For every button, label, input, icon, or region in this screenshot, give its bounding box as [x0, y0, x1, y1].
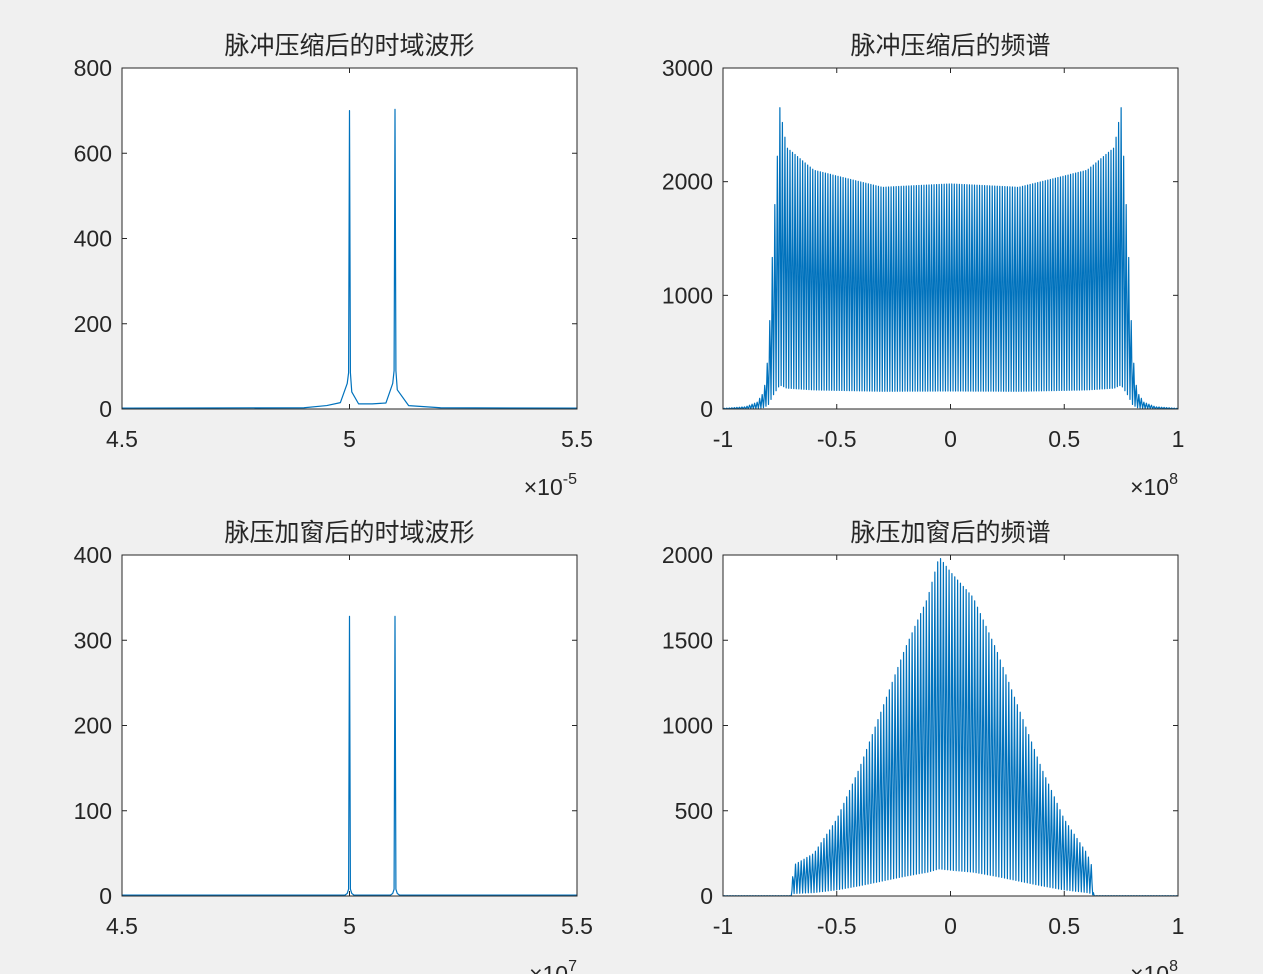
x-exponent-label: ×107: [529, 958, 577, 974]
y-tick-label: 200: [74, 713, 112, 739]
x-tick-label: -1: [713, 913, 733, 939]
x-tick-label: 4.5: [106, 426, 138, 452]
x-tick-label: 4.5: [106, 913, 138, 939]
x-tick-label: -1: [713, 426, 733, 452]
y-tick-label: 1000: [662, 282, 713, 308]
chart-title: 脉压加窗后的频谱: [850, 518, 1050, 547]
x-exponent-label: ×10-5: [524, 471, 577, 500]
y-tick-label: 2000: [662, 169, 713, 195]
x-tick-label: -0.5: [817, 426, 857, 452]
chart-title: 脉冲压缩后的频谱: [850, 31, 1050, 60]
x-tick-label: 5: [343, 913, 356, 939]
y-tick-label: 100: [74, 798, 112, 824]
chart-panel-bl: 4.5 5 5.5 0 100 200 300 400 脉压加窗后的时域波形 ×107: [74, 518, 593, 974]
x-tick-label: 0.5: [1048, 426, 1080, 452]
y-tick-label: 0: [700, 396, 713, 422]
y-tick-label: 400: [74, 226, 112, 252]
y-tick-label: 800: [74, 55, 112, 81]
x-exponent-value: -5: [563, 471, 577, 488]
x-tick-label: 5.5: [561, 913, 593, 939]
x-exponent-value: 7: [568, 958, 577, 974]
y-tick-label: 1500: [662, 627, 713, 653]
y-tick-label: 1000: [662, 713, 713, 739]
data-series-line: [121, 108, 578, 409]
y-tick-label: 3000: [662, 55, 713, 81]
data-series-line: [722, 107, 1179, 410]
data-series-line: [122, 615, 577, 896]
x-tick-label: 1: [1172, 426, 1185, 452]
x-exponent-value: 8: [1169, 958, 1178, 974]
chart-title: 脉冲压缩后的时域波形: [224, 31, 474, 60]
y-tick-label: 200: [74, 311, 112, 337]
x-tick-label: -0.5: [817, 913, 857, 939]
x-tick-label: 5: [343, 426, 356, 452]
x-exponent-value: 8: [1169, 471, 1178, 488]
x-tick-label: 0.5: [1048, 913, 1080, 939]
y-tick-label: 300: [74, 627, 112, 653]
y-tick-label: 0: [99, 883, 112, 909]
x-exponent-label: ×108: [1130, 958, 1178, 974]
x-exponent-label: ×108: [1130, 471, 1178, 500]
x-tick-label: 1: [1172, 913, 1185, 939]
y-tick-label: 400: [74, 542, 112, 568]
y-tick-label: 2000: [662, 542, 713, 568]
y-tick-label: 0: [700, 883, 713, 909]
x-tick-label: 0: [944, 913, 957, 939]
y-tick-label: 600: [74, 140, 112, 166]
y-tick-label: 500: [675, 798, 713, 824]
x-tick-label: 5.5: [561, 426, 593, 452]
chart-panel-tl: 4.5 5 5.5 0 200 400 600 800 脉冲压缩后的时域波形 ×10-5: [74, 31, 593, 500]
chart-title: 脉压加窗后的时域波形: [224, 518, 474, 547]
y-tick-label: 0: [99, 396, 112, 422]
chart-panel-br: -1 -0.5 0 0.5 1 0 500 1000 1500 2000 脉压加窗后的频谱 ×108: [662, 518, 1185, 974]
chart-panel-tr: -1 -0.5 0 0.5 1 0 1000 2000 3000 脉冲压缩后的频谱 ×108: [662, 31, 1185, 500]
x-tick-label: 0: [944, 426, 957, 452]
